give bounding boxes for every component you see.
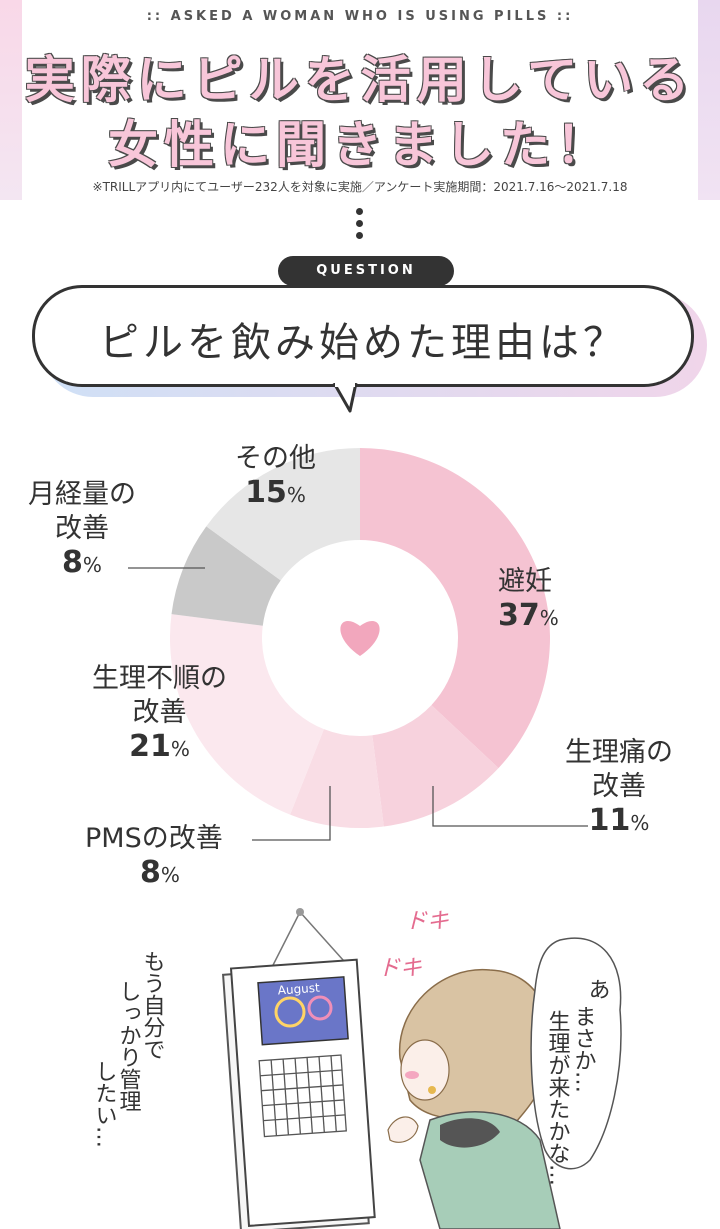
manga-illustration: August ドキ ドキ あ まさか… 生理が来たかな… もう自分で しっかり管… xyxy=(92,908,622,1229)
chart-label-flow: 月経量の 改善 8% xyxy=(28,478,136,582)
percent-value: 11 xyxy=(588,803,631,838)
label-text: 避妊 xyxy=(498,566,552,597)
sfx-text: ドキ ドキ xyxy=(378,909,449,981)
question-text: ピルを飲み始めた理由は？ xyxy=(99,320,627,366)
slice-cramps xyxy=(372,705,499,827)
label-text: その他 xyxy=(235,443,316,474)
slice-flow xyxy=(171,526,281,626)
sfx-doki-1: ドキ xyxy=(405,909,449,934)
label-text: PMSの改善 xyxy=(85,823,223,854)
label-text: 改善 xyxy=(132,697,187,728)
donut-chart-svg xyxy=(128,448,588,841)
percent-sign: % xyxy=(630,811,650,835)
page-title-line1: 実際にピルを活用している xyxy=(24,51,696,109)
header-banner: :: ASKED A WOMAN WHO IS USING PILLS :: 実… xyxy=(0,0,720,200)
slice-other xyxy=(206,448,360,581)
speech-line-1: あ xyxy=(585,978,610,1000)
slice-irregular xyxy=(169,614,324,815)
thought-line-2: しっかり管理 xyxy=(116,980,142,1112)
label-text: 生理痛の xyxy=(565,737,673,768)
pin-icon xyxy=(296,908,304,916)
slice-pms xyxy=(290,729,384,828)
calendar-illustration: August xyxy=(222,908,376,1229)
label-text: 改善 xyxy=(55,513,109,544)
label-percent: 11% xyxy=(565,804,673,840)
thought-line-1: もう自分で xyxy=(140,950,166,1060)
woman-illustration xyxy=(387,968,561,1229)
page-title-line2: 女性に聞きました！ xyxy=(108,116,612,174)
calendar-month: August xyxy=(277,981,320,998)
percent-value: 21 xyxy=(129,729,171,764)
label-text: 月経量の xyxy=(28,479,136,510)
question-bubble-tail xyxy=(332,383,358,413)
survey-note: ※TRILLアプリ内にてユーザー232人を対象に実施／アンケート実施期間：202… xyxy=(92,180,628,194)
percent-sign: % xyxy=(160,863,180,887)
percent-value: 15 xyxy=(245,475,287,510)
sfx-doki-2: ドキ xyxy=(378,956,422,981)
thought-line-3: したい… xyxy=(92,1060,117,1148)
percent-value: 8 xyxy=(62,545,83,580)
header-background xyxy=(22,0,698,200)
header-right-band xyxy=(698,0,720,200)
label-percent: 8% xyxy=(28,546,136,582)
heart-icon xyxy=(340,621,380,656)
label-percent: 8% xyxy=(85,856,223,892)
question-badge: QUESTION xyxy=(278,256,454,286)
percent-sign: % xyxy=(286,483,306,507)
speech-bubble: あ まさか… 生理が来たかな… xyxy=(530,937,622,1186)
header-kicker: :: ASKED A WOMAN WHO IS USING PILLS :: xyxy=(146,9,574,24)
question-bubble xyxy=(32,285,694,387)
percent-sign: % xyxy=(82,553,102,577)
divider-dots xyxy=(356,208,364,244)
thought-text: もう自分で しっかり管理 したい… xyxy=(92,950,166,1148)
label-percent: 37% xyxy=(498,599,559,635)
speech-line-3: 生理が来たかな… xyxy=(545,1010,571,1186)
percent-sign: % xyxy=(170,737,190,761)
chart-label-other: その他 15% xyxy=(235,442,316,512)
label-percent: 15% xyxy=(235,476,316,512)
leader-line-pms xyxy=(252,786,331,841)
chart-label-contraception: 避妊 37% xyxy=(498,565,559,635)
chart-label-irregular: 生理不順の 改善 21% xyxy=(92,662,227,766)
header-left-band xyxy=(0,0,22,200)
donut-chart: 避妊 37% 生理痛の 改善 11% PMSの改善 8% 生理不順の 改善 21… xyxy=(0,430,720,900)
label-text: 改善 xyxy=(592,771,646,802)
speech-line-2: まさか… xyxy=(571,1005,596,1093)
percent-value: 8 xyxy=(140,855,161,890)
chart-label-cramps: 生理痛の 改善 11% xyxy=(565,736,673,840)
chart-label-pms: PMSの改善 8% xyxy=(85,822,223,892)
leader-line-cramps xyxy=(432,786,588,827)
percent-value: 37 xyxy=(498,598,540,633)
slice-contraception xyxy=(360,448,551,769)
label-text: 生理不順の xyxy=(92,663,227,694)
percent-sign: % xyxy=(539,606,559,630)
label-percent: 21% xyxy=(92,730,227,766)
